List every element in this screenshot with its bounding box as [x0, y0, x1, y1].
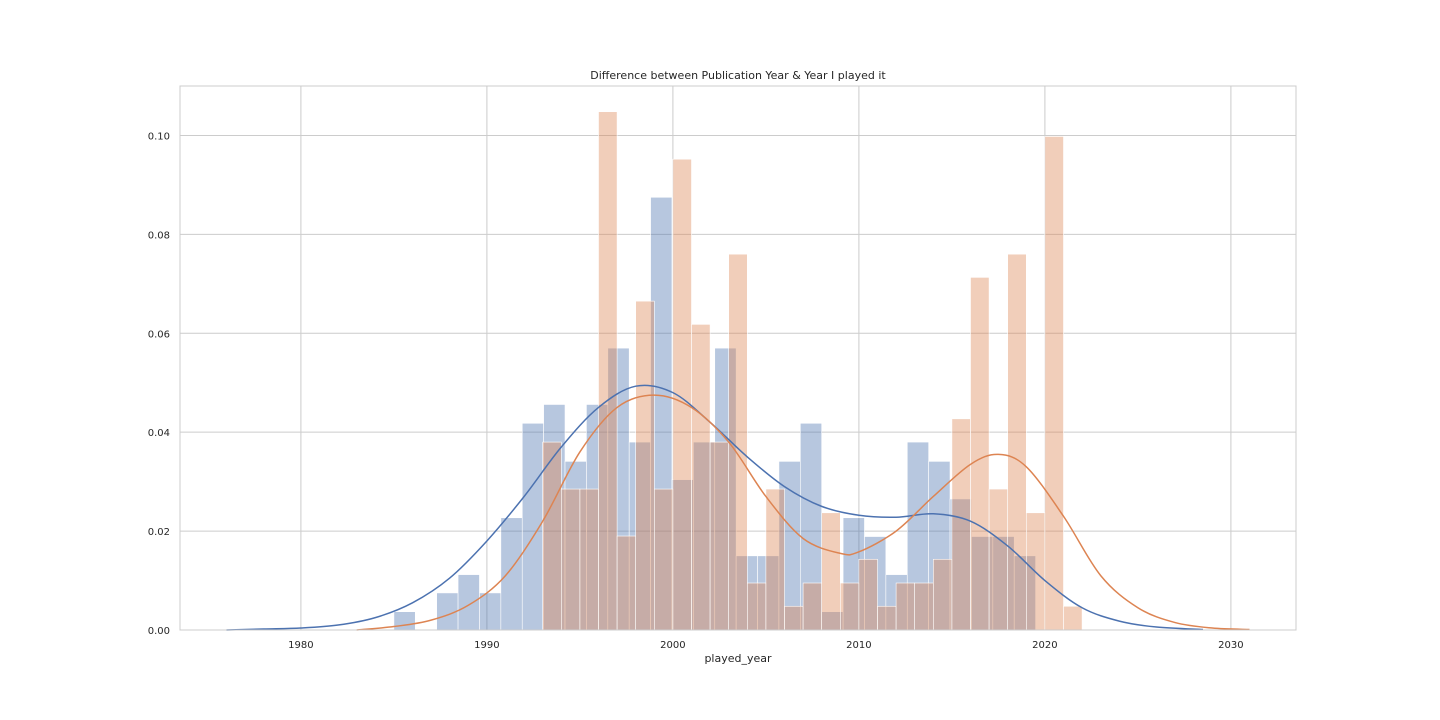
blue-bar	[521, 422, 544, 631]
chart-title: Difference between Publication Year & Ye…	[590, 69, 886, 82]
y-axis: 0.00 0.02 0.04 0.06 0.08 0.10	[148, 131, 170, 637]
orange-bar	[542, 441, 562, 631]
orange-bar	[560, 488, 581, 631]
axes-frame	[179, 85, 1297, 631]
orange-bar	[858, 558, 878, 631]
y-tick-label: 0.00	[148, 626, 170, 637]
orange-bar	[784, 605, 804, 631]
orange-bar	[951, 418, 971, 631]
orange-bar	[746, 582, 767, 631]
orange-bar	[1044, 136, 1064, 631]
orange-bar	[988, 488, 1008, 631]
blue-bar	[479, 592, 502, 631]
orange-bar	[579, 488, 599, 631]
orange-bar	[895, 582, 915, 631]
orange-bar	[932, 558, 953, 631]
y-tick-label: 0.04	[148, 428, 170, 439]
x-tick-label: 2030	[1218, 640, 1243, 651]
x-tick-label: 2020	[1032, 640, 1057, 651]
blue-bars	[393, 196, 1036, 631]
x-axis: 1980 1990 2000 2010 2020 2030	[288, 640, 1243, 651]
blue-bar	[457, 574, 480, 631]
orange-bar	[821, 512, 841, 631]
orange-bar	[635, 300, 655, 631]
orange-bar	[877, 605, 897, 631]
orange-bar	[653, 488, 674, 631]
orange-bar	[1063, 605, 1083, 631]
orange-bar	[839, 582, 860, 631]
orange-bar	[970, 277, 990, 631]
orange-bar	[709, 441, 729, 631]
y-tick-label: 0.08	[148, 230, 170, 241]
blue-bar	[393, 611, 416, 631]
x-tick-label: 2000	[660, 640, 685, 651]
y-tick-label: 0.02	[148, 527, 170, 538]
orange-bar	[598, 111, 618, 631]
orange-bar	[616, 535, 636, 631]
orange-kde-line	[356, 394, 1250, 631]
orange-bar	[1007, 253, 1027, 631]
orange-bar	[802, 582, 822, 631]
x-tick-label: 1980	[288, 640, 313, 651]
x-axis-label: played_year	[704, 652, 772, 665]
orange-bar	[691, 324, 711, 631]
orange-bar	[914, 582, 934, 631]
kde-lines	[226, 384, 1250, 631]
y-tick-label: 0.06	[148, 329, 170, 340]
y-tick-label: 0.10	[148, 131, 170, 142]
x-tick-label: 1990	[474, 640, 499, 651]
blue-bar	[500, 517, 523, 631]
x-tick-label: 2010	[846, 640, 871, 651]
orange-bar	[765, 488, 785, 631]
